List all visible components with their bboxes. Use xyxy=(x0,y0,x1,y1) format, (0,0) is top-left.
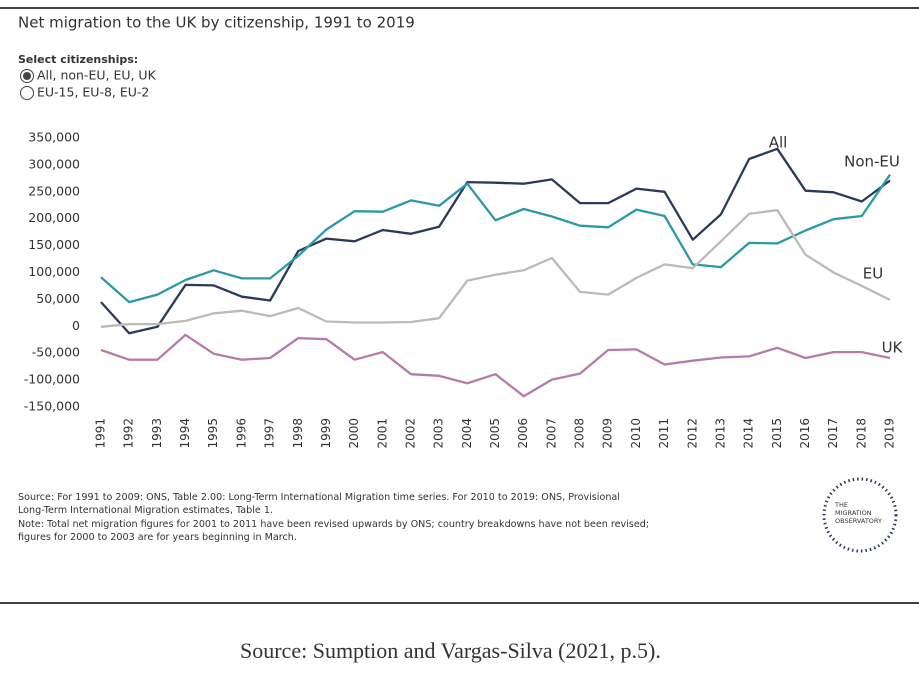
chart-title: Net migration to the UK by citizenship, … xyxy=(18,14,415,32)
series-label: All xyxy=(769,134,788,152)
y-tick-label: 200,000 xyxy=(28,210,80,225)
logo-text: THE xyxy=(834,501,848,509)
x-tick-label: 2004 xyxy=(460,418,474,449)
radio-dot xyxy=(23,72,31,80)
note: Note: Total net migration figures for 20… xyxy=(18,519,649,530)
x-tick-label: 1999 xyxy=(319,418,333,449)
series-line xyxy=(100,333,891,398)
series-line xyxy=(100,208,891,328)
y-tick-label: 0 xyxy=(72,318,80,333)
x-tick-label: 1991 xyxy=(94,418,108,449)
x-tick-label: 2013 xyxy=(713,418,727,449)
y-tick-label: -50,000 xyxy=(32,345,80,360)
x-tick-label: 1995 xyxy=(206,418,220,449)
series-label: EU xyxy=(863,265,883,283)
x-tick-label: 2014 xyxy=(742,418,756,449)
note: Long-Term International Migration estima… xyxy=(18,505,273,516)
control-label: Select citizenships: xyxy=(18,53,138,66)
x-tick-label: 2001 xyxy=(375,418,389,449)
series-line xyxy=(100,173,891,304)
x-tick-label: 2010 xyxy=(629,418,643,449)
x-tick-label: 2009 xyxy=(601,418,615,449)
x-tick-label: 1992 xyxy=(122,418,136,449)
y-tick-label: 50,000 xyxy=(36,291,80,306)
x-tick-label: 2008 xyxy=(573,418,587,449)
y-tick-label: 250,000 xyxy=(28,183,80,198)
x-tick-label: 1998 xyxy=(291,418,305,449)
series-label: Non-EU xyxy=(844,153,900,171)
x-tick-label: 2011 xyxy=(657,418,671,449)
x-tick-label: 1996 xyxy=(234,418,248,449)
logo-text: MIGRATION xyxy=(835,509,872,517)
y-tick-label: 150,000 xyxy=(28,237,80,252)
y-tick-label: -100,000 xyxy=(24,372,80,387)
x-tick-label: 2002 xyxy=(403,418,417,449)
caption: Source: Sumption and Vargas-Silva (2021,… xyxy=(240,638,661,663)
x-tick-label: 2005 xyxy=(488,418,502,449)
x-tick-label: 1994 xyxy=(178,418,192,449)
x-tick-label: 1993 xyxy=(150,418,164,449)
logo-text: OBSERVATORY xyxy=(835,517,882,525)
y-tick-label: 100,000 xyxy=(28,264,80,279)
x-tick-label: 2017 xyxy=(826,418,840,449)
x-tick-label: 1997 xyxy=(263,418,277,449)
logo-ring xyxy=(822,477,898,553)
x-tick-label: 2016 xyxy=(798,418,812,449)
note: figures for 2000 to 2003 are for years b… xyxy=(18,532,297,543)
series-line xyxy=(100,147,891,335)
radio-label[interactable]: EU-15, EU-8, EU-2 xyxy=(37,85,149,100)
note: Source: For 1991 to 2009: ONS, Table 2.0… xyxy=(18,492,620,503)
series-label: UK xyxy=(882,339,904,357)
y-tick-label: 350,000 xyxy=(28,130,80,145)
radio-label[interactable]: All, non-EU, EU, UK xyxy=(37,68,157,83)
y-tick-label: -150,000 xyxy=(24,399,80,414)
x-tick-label: 2006 xyxy=(516,418,530,449)
x-tick-label: 2018 xyxy=(854,418,868,449)
x-tick-label: 2012 xyxy=(685,418,699,449)
radio[interactable] xyxy=(20,86,34,100)
x-tick-label: 2007 xyxy=(544,418,558,449)
x-tick-label: 2019 xyxy=(883,418,897,449)
x-tick-label: 2003 xyxy=(432,418,446,449)
y-tick-label: 300,000 xyxy=(28,156,80,171)
x-tick-label: 2015 xyxy=(770,418,784,449)
x-tick-label: 2000 xyxy=(347,418,361,449)
